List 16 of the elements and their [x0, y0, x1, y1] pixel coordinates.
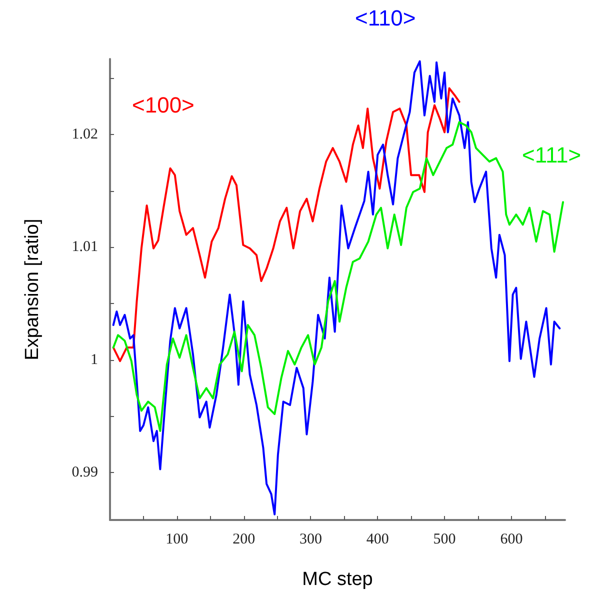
y-tick-label: 1.01 [72, 239, 98, 256]
text: <100> [132, 92, 194, 118]
x-tick-label: 200 [232, 532, 256, 548]
x-tick-label: 300 [299, 532, 322, 548]
x-tick-label: 600 [500, 532, 523, 548]
y-axis-title: Expansion [ratio] [22, 218, 43, 360]
x-tick-label: 400 [366, 532, 389, 548]
x-tick-label: 500 [433, 532, 456, 548]
x-axis-title: MC step [302, 569, 373, 590]
y-tick-label: 1.02 [72, 126, 98, 143]
line-series [112, 87, 460, 362]
series-label: <110> [355, 6, 416, 30]
y-tick-label: 0.99 [72, 464, 98, 481]
series-label: <111> [522, 142, 582, 168]
x-tick-label: 100 [166, 532, 188, 548]
y-tick-label: 1 [90, 352, 98, 368]
